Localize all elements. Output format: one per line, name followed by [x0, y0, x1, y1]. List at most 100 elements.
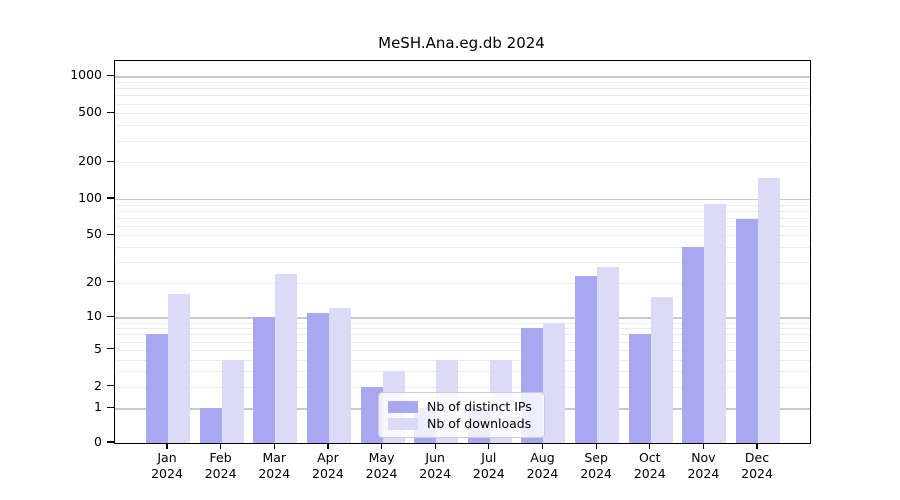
bar-ips-dec — [736, 218, 759, 443]
y-tick-mark — [107, 233, 114, 236]
y-tick-mark — [107, 281, 114, 283]
legend: Nb of distinct IPs Nb of downloads — [378, 392, 545, 438]
minor-gridline — [115, 235, 810, 237]
chart-title: MeSH.Ana.eg.db 2024 — [378, 34, 545, 52]
bar-downloads-mar — [275, 273, 298, 443]
x-tick-label-dec: Dec 2024 — [741, 450, 773, 481]
minor-gridline — [115, 359, 810, 361]
x-tick-mark — [756, 443, 758, 449]
major-gridline — [115, 76, 810, 78]
y-tick-label: 500 — [78, 104, 102, 120]
x-tick-mark — [327, 443, 329, 449]
y-tick-mark — [107, 385, 114, 387]
y-tick-label: 50 — [86, 226, 102, 242]
x-tick-label-feb: Feb 2024 — [204, 450, 237, 481]
minor-gridline — [115, 225, 810, 227]
minor-gridline — [115, 95, 810, 97]
x-tick-label-sep: Sep 2024 — [580, 450, 613, 481]
minor-gridline — [115, 210, 810, 212]
x-tick-label-jun: Jun 2024 — [419, 450, 452, 481]
minor-gridline — [115, 217, 810, 219]
x-tick-label-jan: Jan 2024 — [151, 450, 183, 481]
minor-gridline — [115, 334, 810, 336]
x-tick-label-oct: Oct 2024 — [633, 450, 666, 481]
bar-downloads-sep — [597, 267, 620, 443]
x-tick-label-nov: Nov 2024 — [687, 450, 720, 481]
x-tick-mark — [166, 443, 168, 449]
bar-ips-nov — [682, 247, 705, 443]
y-tick-label: 1000 — [70, 67, 102, 83]
y-tick-mark — [107, 74, 114, 77]
minor-gridline — [115, 113, 810, 115]
legend-row-downloads: Nb of downloads — [388, 415, 535, 432]
x-tick-mark — [541, 443, 544, 449]
y-tick-mark — [107, 111, 114, 113]
minor-gridline — [115, 204, 810, 206]
x-tick-label-may: May 2024 — [365, 450, 398, 481]
legend-row-distinct-ips: Nb of distinct IPs — [388, 398, 535, 415]
x-tick-mark — [702, 443, 704, 449]
x-tick-label-aug: Aug 2024 — [526, 450, 559, 481]
plot-area: Nb of distinct IPs Nb of downloads — [114, 60, 811, 444]
minor-gridline — [115, 82, 810, 84]
bar-downloads-dec — [758, 178, 781, 443]
bar-downloads-jan — [168, 294, 190, 443]
x-tick-mark — [380, 443, 383, 449]
bar-downloads-feb — [221, 359, 244, 443]
x-tick-mark — [434, 443, 436, 449]
y-tick-label: 20 — [86, 273, 102, 289]
minor-gridline — [115, 247, 810, 249]
bar-ips-jan — [146, 334, 168, 443]
y-tick-label: 5 — [94, 340, 102, 356]
y-tick-label: 100 — [78, 189, 102, 205]
y-tick-label: 10 — [86, 308, 102, 324]
minor-gridline — [115, 328, 810, 330]
major-gridline — [115, 317, 810, 319]
x-tick-label-jul: Jul 2024 — [472, 450, 505, 481]
bar-downloads-nov — [704, 203, 727, 443]
x-tick-label-mar: Mar 2024 — [258, 450, 291, 481]
x-tick-label-apr: Apr 2024 — [312, 450, 344, 481]
bar-downloads-oct — [650, 297, 673, 443]
y-tick-mark — [107, 348, 114, 350]
legend-swatch-distinct-ips — [388, 400, 418, 413]
bar-ips-may — [360, 386, 383, 443]
gridlines-layer — [115, 61, 810, 443]
minor-gridline — [115, 262, 810, 264]
bars-layer — [115, 61, 810, 443]
minor-gridline — [115, 103, 810, 105]
minor-gridline — [115, 282, 810, 284]
y-tick-mark — [107, 160, 114, 162]
legend-swatch-downloads — [388, 417, 418, 430]
y-tick-mark — [107, 406, 114, 409]
legend-label-downloads: Nb of downloads — [427, 416, 532, 431]
minor-gridline — [115, 88, 810, 90]
minor-gridline — [115, 371, 810, 373]
x-tick-mark — [273, 443, 275, 449]
bar-ips-feb — [199, 408, 222, 443]
minor-gridline — [115, 322, 810, 324]
minor-gridline — [115, 125, 810, 127]
y-tick-label: 1 — [94, 399, 102, 415]
legend-label-distinct-ips: Nb of distinct IPs — [427, 399, 532, 414]
y-tick-label: 0 — [94, 434, 102, 449]
x-tick-mark — [649, 443, 651, 449]
bar-downloads-aug — [543, 322, 566, 443]
y-tick-mark — [107, 315, 114, 317]
x-tick-mark — [220, 443, 222, 449]
bar-ips-oct — [628, 334, 651, 443]
minor-gridline — [115, 349, 810, 351]
y-tick-label: 200 — [78, 153, 102, 169]
y-tick-label: 2 — [94, 377, 102, 393]
minor-gridline — [115, 341, 810, 343]
x-tick-mark — [488, 443, 490, 449]
bar-ips-sep — [575, 275, 598, 443]
minor-gridline — [115, 386, 810, 388]
y-tick-mark — [107, 441, 114, 443]
minor-gridline — [115, 140, 810, 142]
minor-gridline — [115, 162, 810, 164]
bar-downloads-apr — [328, 308, 351, 443]
bar-ips-apr — [306, 312, 329, 443]
bar-ips-mar — [253, 317, 276, 443]
